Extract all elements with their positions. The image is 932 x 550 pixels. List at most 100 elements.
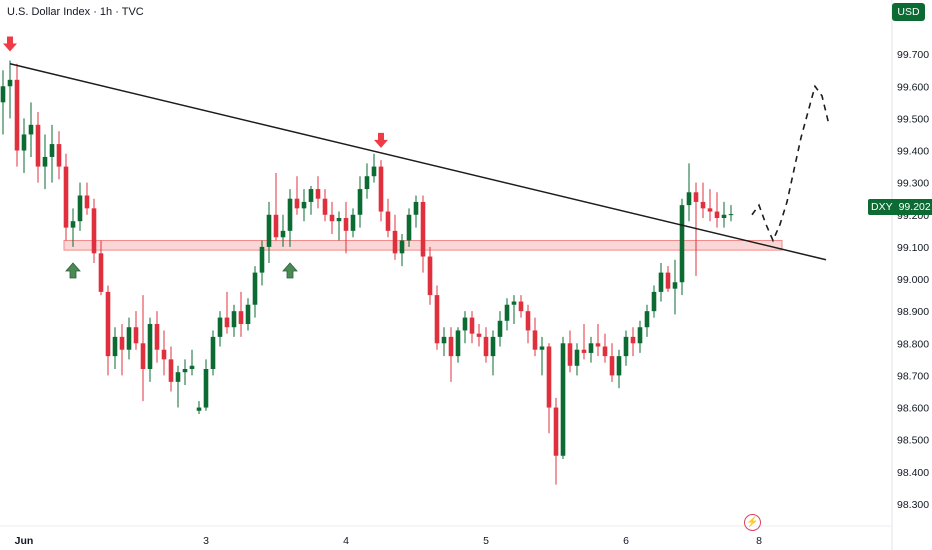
candle-body [294, 198, 300, 209]
candle-body [434, 295, 440, 344]
candle-body [203, 368, 209, 408]
candle-body [644, 311, 650, 328]
candle-body [574, 349, 580, 366]
candle-body [273, 214, 279, 238]
projection-path [751, 84, 830, 243]
marker-layer [3, 36, 388, 279]
candle-body [266, 214, 272, 247]
candle-body [448, 336, 454, 357]
candle-body [700, 201, 706, 209]
candle-body [133, 327, 139, 344]
candle-body [280, 230, 286, 238]
candle-body [161, 349, 167, 360]
candle-body [364, 176, 370, 190]
candle-body [511, 301, 517, 305]
currency-button[interactable]: USD [892, 3, 925, 21]
y-tick-label: 99.000 [897, 274, 929, 286]
candle-body [651, 291, 657, 312]
candle-body [35, 124, 41, 167]
candle-body [168, 359, 174, 382]
candle-body [602, 346, 608, 357]
candle-body [308, 189, 314, 202]
candle-body [7, 79, 13, 87]
y-tick-label: 99.300 [897, 178, 929, 190]
chart-title: U.S. Dollar Index · 1h · TVC [7, 6, 144, 18]
candle-body [420, 201, 426, 257]
candle-body [210, 336, 216, 369]
candle-body [126, 327, 132, 350]
candle-body [252, 272, 258, 305]
candle-body [350, 214, 356, 231]
candle-body [693, 192, 699, 202]
x-tick-label: 6 [623, 535, 629, 547]
candle-body [301, 201, 307, 209]
candle-body [14, 79, 20, 151]
candle-body [413, 201, 419, 215]
candle-body [63, 166, 69, 228]
candle-body [546, 346, 552, 408]
candle-body [343, 217, 349, 231]
candle-body [455, 330, 461, 357]
candle-body [119, 336, 125, 350]
y-tick-label: 99.600 [897, 81, 929, 93]
candle-body [238, 311, 244, 325]
candle-body [189, 365, 195, 369]
candle-body [581, 349, 587, 353]
x-tick-label: 3 [203, 535, 209, 547]
candle-body [525, 311, 531, 331]
lightning-icon[interactable]: ⚡ [744, 514, 761, 531]
candle-body [630, 336, 636, 344]
candle-body [175, 372, 181, 382]
candle-body [504, 304, 510, 321]
candle-body [728, 214, 734, 216]
candle-body [560, 343, 566, 456]
candle-body [518, 301, 524, 312]
x-tick-label: Jun [15, 535, 34, 547]
candle-body [406, 214, 412, 241]
candle-body [714, 211, 720, 218]
y-tick-label: 98.800 [897, 338, 929, 350]
candle-body [399, 240, 405, 254]
candle-body [140, 343, 146, 369]
candle-body [679, 205, 685, 283]
candle-body [154, 324, 160, 350]
last-price-tag: DXY 99.202 [868, 199, 932, 215]
candle-body [357, 189, 363, 215]
candle-body [672, 282, 678, 289]
candle-body [567, 343, 573, 366]
candle-body [427, 256, 433, 296]
arrow-down-icon [3, 36, 17, 52]
candle-body [665, 272, 671, 289]
x-tick-label: 4 [343, 535, 349, 547]
y-tick-label: 99.400 [897, 146, 929, 158]
arrow-up-icon [282, 262, 298, 279]
candle-body [196, 407, 202, 411]
y-tick-label: 98.900 [897, 306, 929, 318]
candle-body [231, 311, 237, 328]
candle-body [56, 144, 62, 167]
candle-body [539, 346, 545, 350]
y-tick-label: 98.700 [897, 370, 929, 382]
candle-body [182, 368, 188, 373]
candle-body [497, 320, 503, 337]
candle-body [392, 230, 398, 254]
candle-body [385, 211, 391, 231]
candle-body [315, 189, 321, 199]
candle-body [378, 166, 384, 212]
candle-body [532, 330, 538, 350]
candle-body [476, 333, 482, 337]
candle-body [42, 156, 48, 167]
x-tick-label: 8 [756, 535, 762, 547]
last-price-value: 99.202 [898, 201, 931, 213]
candle-body [245, 304, 251, 325]
candle-body [105, 291, 111, 357]
candle-body [637, 327, 643, 344]
candle-body [721, 214, 727, 218]
candle-body [112, 336, 118, 357]
candle-body [616, 356, 622, 376]
last-price-symbol: DXY [871, 201, 893, 213]
candle-body [490, 336, 496, 357]
arrow-up-icon [65, 262, 81, 279]
